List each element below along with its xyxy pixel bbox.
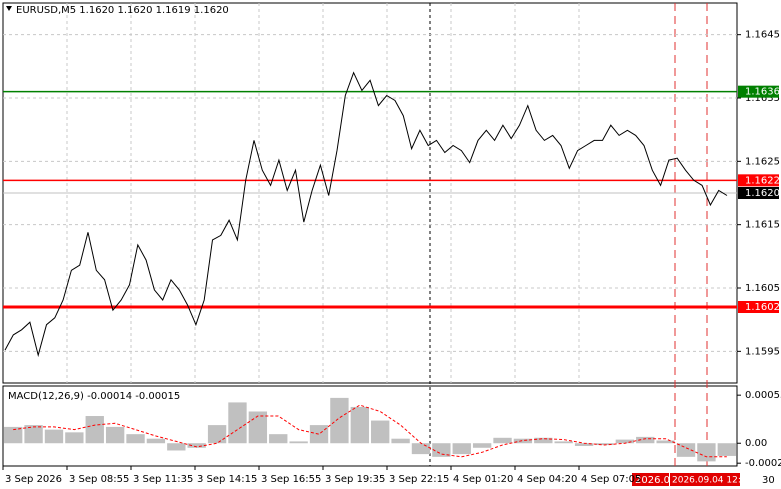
- y-tick-label: -0.00022: [745, 458, 781, 469]
- histogram-bar: [615, 439, 635, 444]
- histogram-bar: [330, 397, 349, 444]
- y-tick-label: 1.1635: [745, 93, 780, 104]
- y-tick-label: 1.1595: [745, 346, 780, 357]
- histogram-bar: [697, 443, 716, 462]
- histogram-bar: [432, 443, 451, 457]
- level-label-box: [738, 174, 779, 187]
- histogram-bar: [656, 440, 675, 444]
- histogram-bar: [493, 437, 512, 444]
- x-tick-label: 3 Sep 08:55: [69, 474, 129, 485]
- x-tick-label: 3 Sep 19:35: [325, 474, 385, 485]
- histogram-bar: [289, 441, 308, 444]
- y-tick-label: 1.1645: [745, 30, 780, 41]
- histogram-bar: [513, 438, 533, 444]
- histogram-bar: [452, 443, 471, 455]
- x-highlight: 2026.09.04 12:25: [672, 476, 752, 486]
- x-tick-label: 3 Sep 14:15: [197, 474, 257, 485]
- level-label: 1.1602: [745, 302, 780, 313]
- histogram-bar: [24, 425, 43, 444]
- histogram-bar: [309, 425, 329, 444]
- x-tick-label: 4 Sep 04:20: [517, 474, 577, 485]
- x-tick-label: 3 Sep 11:35: [133, 474, 193, 485]
- current-price-label: 1.1620: [745, 188, 780, 199]
- histogram-bar: [65, 432, 84, 444]
- histogram-bar: [534, 437, 553, 444]
- histogram-bar: [126, 434, 145, 444]
- histogram-bar: [676, 443, 696, 457]
- x-tick-label: 30: [762, 475, 775, 486]
- y-tick-label: 0.00053: [745, 390, 781, 401]
- histogram-bar: [269, 434, 288, 444]
- histogram-bar: [167, 443, 186, 451]
- x-tick-label: 3 Sep 2026: [5, 474, 62, 485]
- x-tick-label: 3 Sep 22:15: [389, 474, 449, 485]
- chart-title: EURUSD,M5 1.1620 1.1620 1.1619 1.1620: [16, 5, 229, 16]
- x-tick-label: 3 Sep 16:55: [261, 474, 321, 485]
- y-tick-label: 1.1615: [745, 220, 780, 231]
- x-highlight: 2026.0: [635, 475, 670, 486]
- macd-title: MACD(12,26,9) -0.00014 -0.00015: [8, 391, 180, 402]
- histogram-bar: [472, 443, 492, 448]
- y-tick-label: 1.1605: [745, 283, 780, 294]
- layer: [3, 3, 737, 462]
- histogram-bar: [717, 443, 736, 456]
- histogram-bar: [228, 402, 247, 444]
- level-label-box: [738, 301, 779, 313]
- signal-line: [13, 404, 727, 458]
- histogram-bar: [105, 426, 125, 444]
- macd-panel: [2, 385, 738, 467]
- histogram-bar: [371, 420, 390, 444]
- level-label-box: [738, 85, 779, 98]
- histogram-bar: [85, 416, 104, 444]
- current-price-box: [738, 187, 779, 199]
- y-tick-label: 1.1625: [745, 156, 780, 167]
- histogram-bar: [350, 406, 369, 444]
- price-line: [4, 71, 728, 358]
- histogram-bar: [187, 443, 206, 448]
- highlight-box: [632, 473, 669, 486]
- x-tick-label: 4 Sep 07:05: [581, 474, 641, 485]
- histogram-bar: [554, 441, 573, 444]
- histogram-bar: [207, 425, 227, 444]
- y-tick-label: 0.00: [745, 438, 767, 449]
- level-label: 1.1636: [745, 87, 780, 98]
- highlight-box: [670, 473, 740, 486]
- histogram-bar: [146, 438, 166, 444]
- histogram-bar: [411, 443, 431, 455]
- x-tick-label: 4 Sep 01:20: [453, 474, 513, 485]
- histogram-bar: [44, 429, 64, 444]
- histogram-bar: [4, 426, 23, 444]
- histogram-bar: [391, 438, 410, 444]
- level-label: 1.1622: [745, 175, 780, 186]
- menu-arrow: [6, 6, 12, 11]
- histogram-bar: [574, 443, 594, 446]
- histogram-bar: [636, 436, 655, 444]
- histogram-bar: [595, 443, 614, 446]
